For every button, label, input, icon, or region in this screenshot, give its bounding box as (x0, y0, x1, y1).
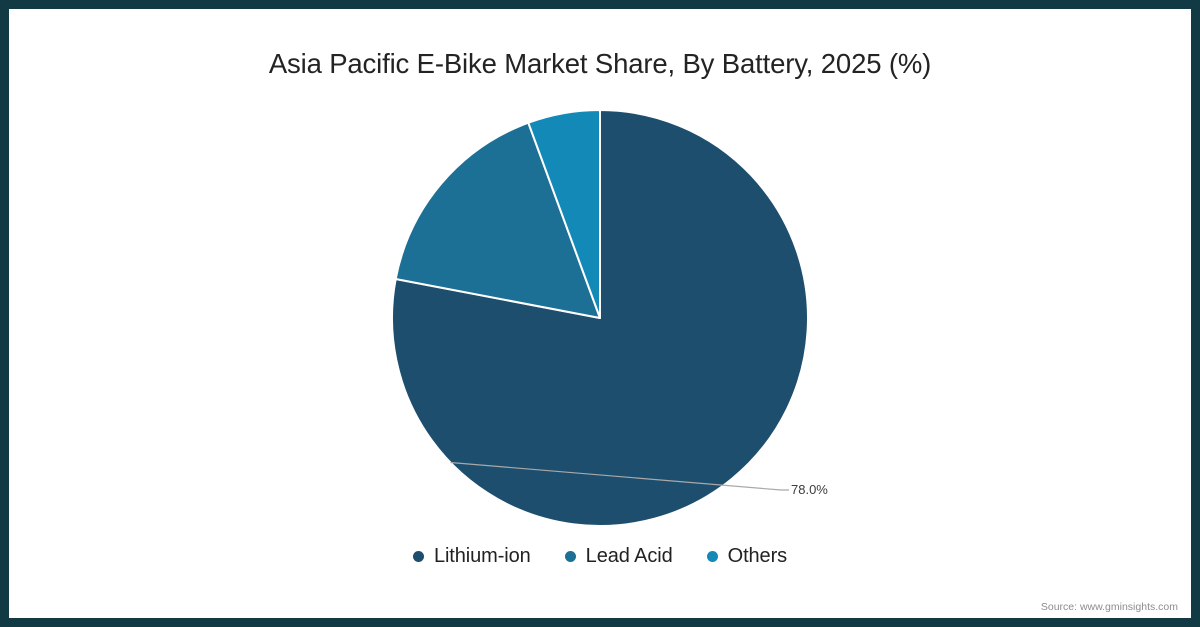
pie-slice-others[interactable] (527, 109, 601, 319)
chart-legend: Lithium-ion Lead Acid Others (0, 545, 1200, 568)
pie-annotation-group: 78.0% (450, 461, 828, 497)
legend-swatch-icon-lithium-ion (412, 551, 424, 562)
legend-item-lithium-ion[interactable]: Lithium-ion (412, 545, 531, 568)
legend-label-lithium-ion: Lithium-ion (433, 545, 531, 567)
pie-slice-group (391, 109, 809, 527)
chart-title: Asia Pacific E-Bike Market Share, By Bat… (268, 48, 932, 79)
legend-label-others: Others (727, 545, 788, 567)
legend-label-lead-acid: Lead Acid (585, 545, 673, 567)
frame-border-top (0, 0, 1200, 9)
source-attribution: Source: www.gminsights.com (1040, 601, 1178, 613)
pie-slice-lithium-ion[interactable] (391, 109, 809, 527)
pie-slice-lead-acid[interactable] (394, 121, 601, 319)
frame-border-bottom (0, 618, 1200, 627)
slice-data-label-lithium-ion: 78.0% (791, 482, 828, 497)
legend-item-lead-acid[interactable]: Lead Acid (564, 545, 673, 568)
data-label-leader-line (450, 461, 789, 491)
frame-border-right (1191, 0, 1200, 627)
legend-item-others[interactable]: Others (706, 545, 788, 568)
frame-border-left (0, 0, 9, 627)
legend-swatch-icon-lead-acid (564, 551, 576, 562)
legend-swatch-icon-others (706, 551, 718, 562)
